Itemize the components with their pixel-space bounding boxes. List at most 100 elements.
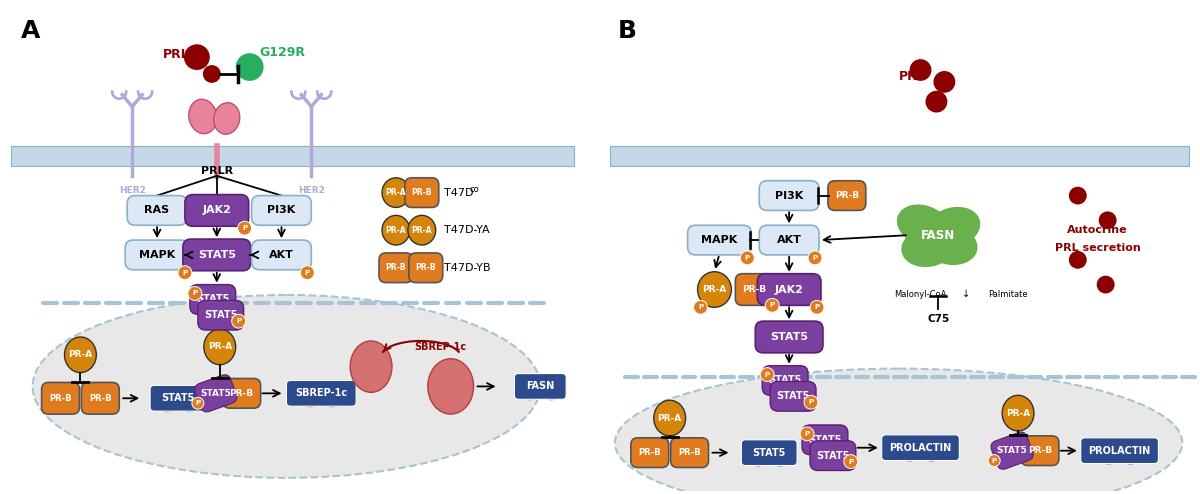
Ellipse shape — [188, 99, 217, 134]
Ellipse shape — [654, 400, 685, 436]
Circle shape — [232, 314, 246, 328]
Ellipse shape — [428, 359, 474, 414]
Circle shape — [238, 221, 252, 235]
Text: P: P — [192, 290, 198, 296]
FancyBboxPatch shape — [736, 274, 773, 305]
Text: PR-B: PR-B — [89, 394, 112, 403]
Circle shape — [1069, 251, 1087, 269]
Text: C75: C75 — [928, 314, 949, 324]
Circle shape — [761, 368, 774, 381]
Text: Palmitate: Palmitate — [988, 290, 1028, 299]
Text: T47D: T47D — [444, 188, 473, 198]
FancyBboxPatch shape — [182, 239, 251, 271]
Text: FASN: FASN — [922, 229, 955, 242]
Circle shape — [300, 266, 314, 280]
Text: PR-A: PR-A — [658, 413, 682, 422]
Text: PR-B: PR-B — [415, 263, 436, 272]
Ellipse shape — [408, 215, 436, 245]
Text: T47D-YB: T47D-YB — [444, 263, 491, 273]
Text: PR-B: PR-B — [743, 285, 767, 294]
Text: PR-A: PR-A — [385, 226, 407, 235]
Text: G129R: G129R — [259, 46, 306, 59]
FancyBboxPatch shape — [1021, 436, 1058, 465]
FancyBboxPatch shape — [82, 382, 119, 414]
Text: PR-A: PR-A — [68, 350, 92, 359]
Text: PR-A: PR-A — [208, 342, 232, 351]
Text: PI3K: PI3K — [268, 206, 295, 215]
Text: STAT5: STAT5 — [204, 310, 238, 320]
FancyBboxPatch shape — [185, 195, 248, 226]
FancyBboxPatch shape — [150, 385, 206, 411]
FancyBboxPatch shape — [810, 441, 856, 470]
FancyBboxPatch shape — [631, 438, 668, 467]
Text: STAT5: STAT5 — [809, 435, 841, 445]
FancyBboxPatch shape — [688, 225, 751, 255]
Circle shape — [184, 44, 210, 70]
Ellipse shape — [204, 329, 235, 365]
Circle shape — [844, 454, 858, 468]
Bar — [11, 146, 574, 166]
Text: PR-B: PR-B — [385, 263, 406, 272]
Circle shape — [740, 251, 755, 265]
Text: P: P — [991, 457, 997, 463]
Text: ↓: ↓ — [962, 289, 971, 299]
Text: FASN: FASN — [526, 381, 554, 391]
Circle shape — [178, 266, 192, 280]
FancyBboxPatch shape — [757, 274, 821, 305]
Text: STAT5: STAT5 — [997, 446, 1027, 455]
Ellipse shape — [697, 272, 731, 307]
Circle shape — [810, 300, 824, 314]
FancyBboxPatch shape — [223, 378, 260, 408]
Ellipse shape — [214, 103, 240, 134]
FancyBboxPatch shape — [1081, 438, 1158, 463]
Text: P: P — [196, 400, 200, 406]
Text: P: P — [236, 318, 241, 324]
FancyBboxPatch shape — [190, 285, 235, 314]
Text: PR-A: PR-A — [1006, 409, 1030, 417]
FancyBboxPatch shape — [409, 253, 443, 283]
Circle shape — [988, 454, 1000, 466]
Text: A: A — [20, 19, 40, 42]
Text: P: P — [764, 371, 769, 377]
Text: AKT: AKT — [269, 250, 294, 260]
Text: JAK2: JAK2 — [775, 285, 804, 294]
Text: STAT5: STAT5 — [768, 375, 802, 385]
Text: P: P — [182, 270, 187, 276]
Text: STAT5: STAT5 — [161, 393, 194, 403]
Text: PROLACTIN: PROLACTIN — [889, 443, 952, 453]
FancyBboxPatch shape — [127, 196, 187, 225]
Circle shape — [800, 427, 814, 441]
Text: P: P — [848, 458, 853, 464]
FancyBboxPatch shape — [882, 435, 959, 460]
Circle shape — [808, 251, 822, 265]
Text: SBREP-1c: SBREP-1c — [295, 388, 347, 398]
Text: HER2: HER2 — [119, 186, 145, 195]
Text: PR-B: PR-B — [835, 191, 859, 200]
Ellipse shape — [350, 341, 392, 392]
Ellipse shape — [32, 295, 540, 478]
Text: MAPK: MAPK — [139, 250, 175, 260]
FancyBboxPatch shape — [828, 181, 865, 210]
FancyBboxPatch shape — [252, 240, 311, 270]
FancyBboxPatch shape — [42, 382, 79, 414]
Text: P: P — [698, 304, 703, 310]
Circle shape — [203, 65, 221, 83]
Circle shape — [1069, 187, 1087, 205]
Text: B: B — [618, 19, 637, 42]
Circle shape — [910, 59, 931, 81]
Text: HER2: HER2 — [298, 186, 325, 195]
FancyBboxPatch shape — [287, 380, 356, 406]
Text: PR-B: PR-B — [638, 448, 661, 457]
Text: STAT5: STAT5 — [752, 448, 786, 457]
Text: Malonyl-CoA: Malonyl-CoA — [894, 290, 946, 299]
Circle shape — [925, 91, 947, 113]
Text: co: co — [469, 185, 479, 194]
FancyBboxPatch shape — [194, 375, 236, 412]
Ellipse shape — [65, 337, 96, 372]
Ellipse shape — [901, 227, 955, 267]
Text: PI3K: PI3K — [775, 191, 803, 201]
Text: PRLR: PRLR — [200, 166, 233, 176]
Text: MAPK: MAPK — [701, 235, 738, 245]
Text: P: P — [305, 270, 310, 276]
Text: RAS: RAS — [144, 206, 169, 215]
